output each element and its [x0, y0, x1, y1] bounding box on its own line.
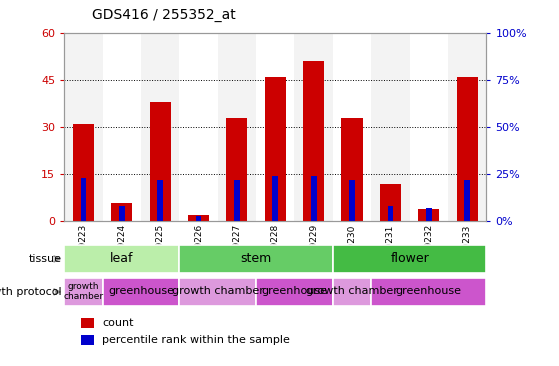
- Text: growth chamber: growth chamber: [172, 286, 264, 296]
- Bar: [226, 118, 248, 221]
- Bar: [380, 184, 401, 221]
- Text: stem: stem: [240, 252, 272, 265]
- Bar: [333, 278, 371, 306]
- Text: greenhouse: greenhouse: [262, 286, 328, 296]
- Bar: [103, 278, 179, 306]
- Text: GDS416 / 255352_at: GDS416 / 255352_at: [92, 8, 236, 22]
- Bar: [218, 33, 256, 221]
- Bar: [465, 180, 470, 221]
- Text: growth chamber: growth chamber: [306, 286, 398, 296]
- Bar: [196, 216, 201, 221]
- Bar: [150, 102, 170, 221]
- Bar: [141, 33, 179, 221]
- Bar: [157, 180, 163, 221]
- Bar: [342, 118, 363, 221]
- Text: growth protocol: growth protocol: [0, 287, 61, 297]
- Bar: [387, 206, 394, 221]
- Bar: [256, 33, 295, 221]
- Bar: [311, 176, 316, 221]
- Bar: [188, 215, 209, 221]
- Bar: [333, 245, 486, 273]
- Bar: [234, 180, 240, 221]
- Bar: [103, 33, 141, 221]
- Bar: [371, 33, 410, 221]
- Text: greenhouse: greenhouse: [108, 286, 174, 296]
- Bar: [272, 176, 278, 221]
- Bar: [179, 33, 218, 221]
- Bar: [457, 77, 478, 221]
- Bar: [80, 178, 86, 221]
- Bar: [64, 33, 103, 221]
- Bar: [371, 278, 486, 306]
- Text: tissue: tissue: [29, 254, 61, 264]
- Bar: [179, 278, 256, 306]
- Bar: [64, 278, 103, 306]
- Bar: [73, 124, 94, 221]
- Bar: [410, 33, 448, 221]
- Bar: [256, 278, 333, 306]
- Bar: [426, 208, 432, 221]
- Text: percentile rank within the sample: percentile rank within the sample: [102, 335, 290, 345]
- Bar: [64, 245, 179, 273]
- Bar: [111, 203, 132, 221]
- Bar: [448, 33, 486, 221]
- Bar: [81, 335, 94, 345]
- Bar: [295, 33, 333, 221]
- Bar: [418, 209, 439, 221]
- Text: count: count: [102, 318, 134, 328]
- Text: leaf: leaf: [110, 252, 134, 265]
- Bar: [179, 245, 333, 273]
- Bar: [333, 33, 371, 221]
- Bar: [303, 61, 324, 221]
- Bar: [81, 318, 94, 328]
- Bar: [265, 77, 286, 221]
- Bar: [349, 180, 355, 221]
- Text: greenhouse: greenhouse: [396, 286, 462, 296]
- Text: flower: flower: [390, 252, 429, 265]
- Text: growth
chamber: growth chamber: [63, 281, 103, 301]
- Bar: [119, 206, 125, 221]
